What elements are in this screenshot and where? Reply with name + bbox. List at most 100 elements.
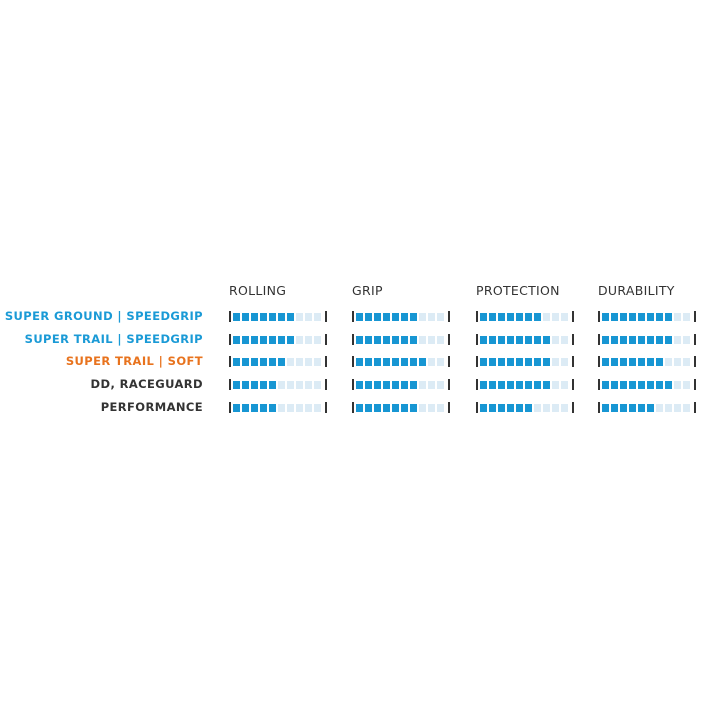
filled-segment — [233, 358, 240, 366]
filled-segment — [647, 404, 654, 412]
filled-segment — [392, 381, 399, 389]
bar-end-tick — [448, 311, 450, 322]
bar-start-tick — [352, 356, 354, 367]
filled-segment — [620, 313, 627, 321]
bar-start-tick — [229, 334, 231, 345]
filled-segment — [656, 336, 663, 344]
bar-start-tick — [476, 334, 478, 345]
filled-segment — [647, 336, 654, 344]
bar-end-tick — [448, 334, 450, 345]
filled-segment — [647, 381, 654, 389]
filled-segment — [489, 381, 496, 389]
empty-segment — [287, 358, 294, 366]
filled-segment — [516, 358, 523, 366]
bar-start-tick — [598, 356, 600, 367]
bar-start-tick — [229, 402, 231, 413]
filled-segment — [534, 358, 541, 366]
empty-segment — [428, 358, 435, 366]
filled-segment — [392, 313, 399, 321]
row-label: SUPER GROUND | SPEEDGRIP — [4, 309, 203, 323]
empty-segment — [665, 404, 672, 412]
filled-segment — [251, 381, 258, 389]
bar-start-tick — [598, 311, 600, 322]
filled-segment — [365, 404, 372, 412]
filled-segment — [656, 313, 663, 321]
filled-segment — [374, 404, 381, 412]
empty-segment — [552, 404, 559, 412]
filled-segment — [498, 358, 505, 366]
filled-segment — [356, 358, 363, 366]
bar-end-tick — [572, 334, 574, 345]
filled-segment — [602, 313, 609, 321]
filled-segment — [525, 404, 532, 412]
filled-segment — [233, 381, 240, 389]
filled-segment — [525, 313, 532, 321]
bar-end-tick — [694, 334, 696, 345]
empty-segment — [305, 358, 312, 366]
bar-end-tick — [694, 402, 696, 413]
filled-segment — [260, 336, 267, 344]
filled-segment — [401, 358, 408, 366]
rating-bar — [229, 379, 327, 390]
empty-segment — [665, 358, 672, 366]
row-label: DD, RACEGUARD — [90, 377, 203, 391]
bar-start-tick — [598, 334, 600, 345]
filled-segment — [507, 358, 514, 366]
rating-bar — [476, 334, 574, 345]
empty-segment — [561, 358, 568, 366]
empty-segment — [428, 336, 435, 344]
filled-segment — [647, 313, 654, 321]
empty-segment — [278, 404, 285, 412]
filled-segment — [287, 336, 294, 344]
filled-segment — [269, 336, 276, 344]
empty-segment — [437, 336, 444, 344]
filled-segment — [480, 313, 487, 321]
filled-segment — [534, 336, 541, 344]
filled-segment — [242, 336, 249, 344]
row-label: SUPER TRAIL | SPEEDGRIP — [24, 332, 203, 346]
filled-segment — [480, 336, 487, 344]
filled-segment — [278, 336, 285, 344]
empty-segment — [305, 381, 312, 389]
empty-segment — [674, 336, 681, 344]
filled-segment — [507, 381, 514, 389]
filled-segment — [602, 404, 609, 412]
filled-segment — [374, 313, 381, 321]
column-header: GRIP — [352, 283, 383, 298]
bar-end-tick — [325, 334, 327, 345]
filled-segment — [374, 381, 381, 389]
filled-segment — [489, 336, 496, 344]
filled-segment — [638, 404, 645, 412]
empty-segment — [296, 381, 303, 389]
rating-bar — [476, 356, 574, 367]
empty-segment — [287, 381, 294, 389]
filled-segment — [269, 313, 276, 321]
filled-segment — [401, 381, 408, 389]
bar-start-tick — [476, 311, 478, 322]
bar-end-tick — [572, 356, 574, 367]
filled-segment — [498, 404, 505, 412]
row-label: SUPER TRAIL | SOFT — [65, 354, 203, 368]
filled-segment — [383, 358, 390, 366]
filled-segment — [638, 381, 645, 389]
rating-bar — [229, 311, 327, 322]
filled-segment — [410, 336, 417, 344]
empty-segment — [437, 313, 444, 321]
filled-segment — [498, 313, 505, 321]
filled-segment — [410, 313, 417, 321]
filled-segment — [620, 358, 627, 366]
filled-segment — [383, 336, 390, 344]
filled-segment — [242, 358, 249, 366]
empty-segment — [683, 336, 690, 344]
empty-segment — [683, 313, 690, 321]
filled-segment — [233, 336, 240, 344]
empty-segment — [296, 313, 303, 321]
rating-bar — [598, 356, 696, 367]
filled-segment — [251, 358, 258, 366]
filled-segment — [374, 336, 381, 344]
rating-bar — [598, 334, 696, 345]
filled-segment — [410, 404, 417, 412]
filled-segment — [498, 381, 505, 389]
bar-start-tick — [476, 356, 478, 367]
empty-segment — [674, 404, 681, 412]
